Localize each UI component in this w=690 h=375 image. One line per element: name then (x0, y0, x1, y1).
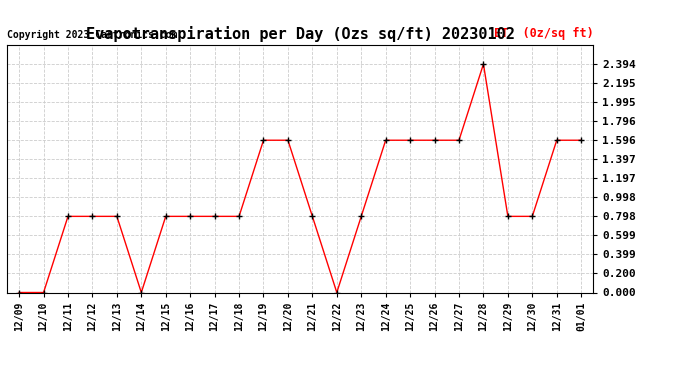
Text: ET  (0z/sq ft): ET (0z/sq ft) (493, 27, 593, 40)
Text: Copyright 2023 Cartronics.com: Copyright 2023 Cartronics.com (7, 30, 177, 40)
Title: Evapotranspiration per Day (Ozs sq/ft) 20230102: Evapotranspiration per Day (Ozs sq/ft) 2… (86, 27, 515, 42)
